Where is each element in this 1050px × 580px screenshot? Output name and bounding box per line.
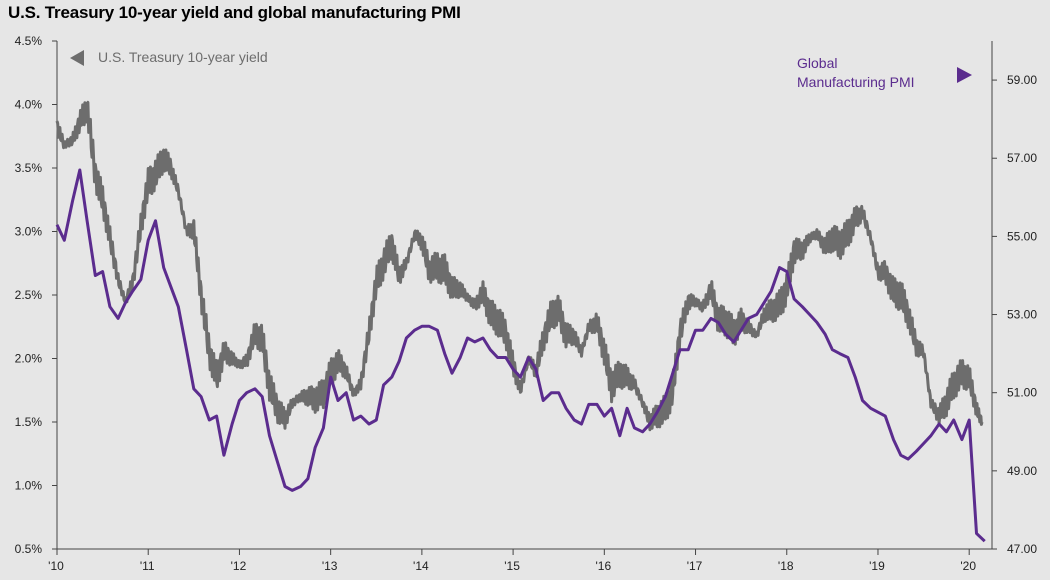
- legend-yield-label: U.S. Treasury 10-year yield: [98, 49, 268, 65]
- x-tick-label: '13: [322, 559, 338, 573]
- right-tick-label: 47.00: [1007, 542, 1037, 556]
- axes: [52, 40, 997, 555]
- left-tick-label: 0.5%: [15, 542, 43, 556]
- left-tick-label: 2.5%: [15, 288, 43, 302]
- left-tick-label: 4.0%: [15, 98, 43, 112]
- right-tick-label: 55.00: [1007, 229, 1037, 243]
- chart-title: U.S. Treasury 10-year yield and global m…: [8, 3, 461, 22]
- x-tick-label: '10: [48, 559, 64, 573]
- x-tick-label: '18: [778, 559, 794, 573]
- left-tick-label: 1.0%: [15, 479, 43, 493]
- left-tick-label: 4.5%: [15, 34, 43, 48]
- left-tick-label: 3.5%: [15, 161, 43, 175]
- legend: U.S. Treasury 10-year yield Global Manuf…: [70, 49, 972, 90]
- x-tick-label: '19: [869, 559, 885, 573]
- left-tick-label: 1.5%: [15, 415, 43, 429]
- series-line-global-pmi: [55, 168, 986, 543]
- series-lines: [55, 100, 986, 543]
- left-tick-label: 3.0%: [15, 225, 43, 239]
- right-tick-label: 49.00: [1007, 464, 1037, 478]
- legend-pmi-label-line1: Global: [797, 55, 837, 71]
- x-tick-label: '11: [140, 559, 155, 573]
- x-tick-label: '17: [687, 559, 703, 573]
- x-tick-label: '15: [504, 559, 520, 573]
- right-tick-label: 51.00: [1007, 386, 1037, 400]
- legend-pmi-label-line2: Manufacturing PMI: [797, 74, 915, 90]
- x-tick-label: '16: [595, 559, 611, 573]
- x-tick-label: '14: [413, 559, 429, 573]
- right-tick-label: 59.00: [1007, 73, 1037, 87]
- right-tick-label: 53.00: [1007, 308, 1037, 322]
- x-tick-label: '12: [231, 559, 247, 573]
- tick-labels: 0.5% 1.0% 1.5% 2.0% 2.5% 3.0% 3.5% 4.0% 4.5% 47.0…: [15, 34, 1038, 573]
- left-tick-label: 2.0%: [15, 352, 43, 366]
- left-arrow-icon: [70, 50, 84, 66]
- right-tick-label: 57.00: [1007, 151, 1037, 165]
- series-line-treasury-yield: [55, 100, 984, 432]
- right-arrow-icon: [957, 67, 972, 83]
- x-tick-label: '20: [960, 559, 976, 573]
